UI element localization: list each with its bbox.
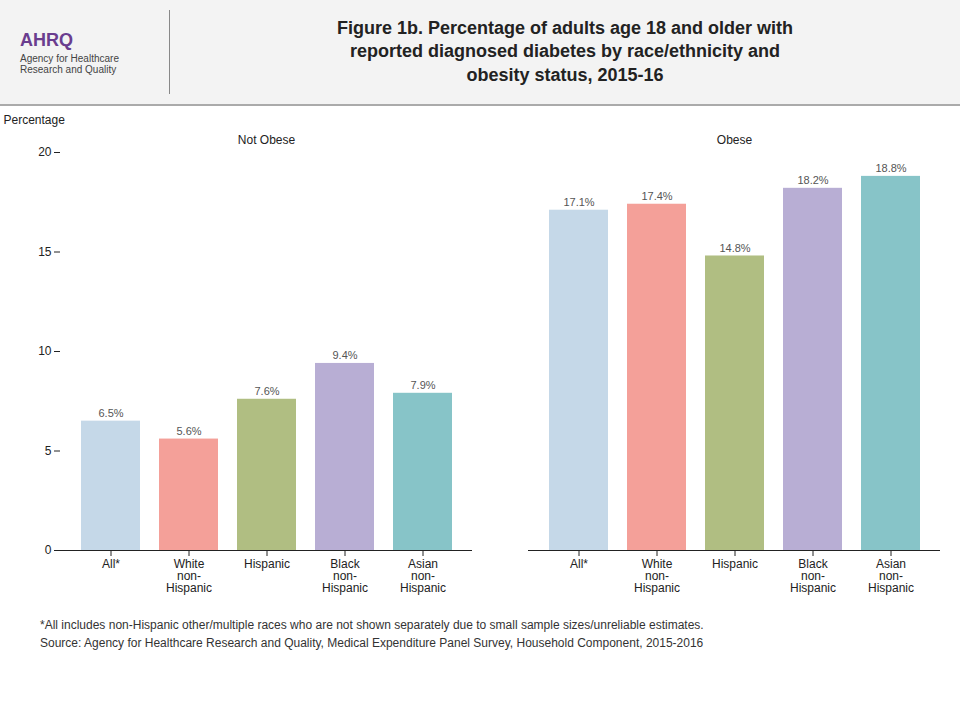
svg-text:17.4%: 17.4% — [641, 190, 672, 202]
svg-text:20: 20 — [38, 145, 52, 159]
svg-text:All*: All* — [570, 557, 588, 571]
svg-text:Obese: Obese — [717, 133, 753, 147]
svg-text:18.8%: 18.8% — [875, 162, 906, 174]
svg-text:Hispanic: Hispanic — [244, 557, 290, 571]
svg-text:9.4%: 9.4% — [332, 349, 357, 361]
svg-text:17.1%: 17.1% — [563, 196, 594, 208]
svg-text:14.8%: 14.8% — [719, 242, 750, 254]
svg-text:Whitenon-Hispanic: Whitenon-Hispanic — [634, 557, 680, 595]
svg-text:Whitenon-Hispanic: Whitenon-Hispanic — [166, 557, 212, 595]
html-text:AHRQ: AHRQ — [20, 29, 73, 50]
html-text:Agency for Healthcare Research: Agency for Healthcare Research and Quali… — [20, 52, 119, 75]
svg-text:Percentage: Percentage — [4, 113, 66, 127]
svg-text:Blacknon-Hispanic: Blacknon-Hispanic — [322, 557, 368, 595]
svg-text:7.6%: 7.6% — [254, 385, 279, 397]
svg-text:5: 5 — [45, 444, 52, 458]
svg-text:10: 10 — [38, 344, 52, 358]
svg-text:5.6%: 5.6% — [176, 425, 201, 437]
svg-text:6.5%: 6.5% — [98, 407, 123, 419]
svg-text:15: 15 — [38, 245, 52, 259]
svg-text:18.2%: 18.2% — [797, 174, 828, 186]
svg-text:All*: All* — [102, 557, 120, 571]
html-text:Figure 1b. Percentage of adult: Figure 1b. Percentage of adults age 18 a… — [336, 17, 793, 85]
html-text:*All includes non-Hispanic oth: *All includes non-Hispanic other/multipl… — [40, 618, 704, 632]
svg-text:Hispanic: Hispanic — [712, 557, 758, 571]
html-text:Source: Agency for Healthcare: Source: Agency for Healthcare Research a… — [40, 636, 704, 650]
svg-text:Asiannon-Hispanic: Asiannon-Hispanic — [868, 557, 914, 595]
svg-text:Blacknon-Hispanic: Blacknon-Hispanic — [790, 557, 836, 595]
svg-text:0: 0 — [45, 543, 52, 557]
svg-text:7.9%: 7.9% — [410, 379, 435, 391]
svg-text:Asiannon-Hispanic: Asiannon-Hispanic — [400, 557, 446, 595]
svg-text:Not Obese: Not Obese — [238, 133, 296, 147]
